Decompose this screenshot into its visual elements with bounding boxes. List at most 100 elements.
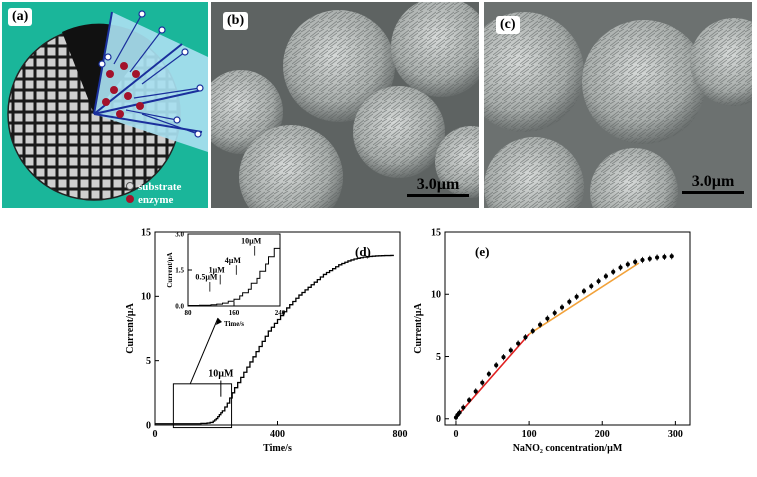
chart-e-point-29 (647, 255, 652, 262)
chart-e-marker-11 (516, 341, 521, 346)
chart-e-point-23 (603, 273, 608, 280)
chart-e-point-19 (574, 293, 579, 300)
chart-d-inset-ytick-label-0: 0.0 (175, 302, 184, 310)
chart-d-series-line (155, 254, 394, 425)
panel-c: (c) 3.0µm (484, 2, 752, 208)
chart-d-xlabel: Time/s (263, 443, 292, 454)
chart-e-ylabel: Current/µA (413, 302, 424, 353)
chart-e-marker-23 (603, 274, 608, 279)
chart-e-point-13 (530, 327, 535, 335)
chart-e-point-31 (662, 253, 667, 261)
chart-e-marker-32 (669, 254, 674, 259)
chart-d-inset-annotation-3: 10µM (241, 237, 262, 246)
chart-e-xtick-label-3: 300 (668, 429, 683, 440)
chart-e-xlabel: NaNO₂ concentration/µM (513, 443, 623, 454)
chart-d-inset-bg (188, 234, 280, 306)
chart-d-xtick-label-2: 800 (393, 429, 408, 440)
chart-d-ytick-label-3: 15 (141, 227, 151, 238)
chart-d-ytick-label-2: 10 (141, 292, 151, 303)
chart-d-inset-xlabel: Time/s (224, 320, 244, 328)
chart-e-ytick-label-0: 0 (436, 414, 441, 425)
chart-d-inset-ylabel: Current/µA (166, 252, 174, 287)
chart-e-xtick-label-0: 0 (453, 429, 458, 440)
chart-e-marker-16 (552, 310, 557, 316)
panel-a-label: (a) (8, 8, 33, 26)
chart-e-ytick-label-3: 15 (431, 227, 441, 238)
chart-e-point-6 (480, 379, 485, 386)
chart-e-marker-27 (633, 259, 638, 264)
sem-image-c (484, 2, 752, 208)
enzyme-markers (102, 62, 144, 118)
chart-e-point-18 (567, 298, 572, 305)
chart-d: 0 400 800 0 5 10 15 Time/s Current/µA (d) 10µM 80 16… (125, 227, 408, 454)
chart-d-ytick-label-1: 5 (146, 356, 151, 367)
panel-b-label: (b) (223, 12, 249, 30)
chart-e-point-12 (523, 334, 528, 341)
chart-d-inset-xtick-label-2: 240 (275, 309, 286, 317)
chart-e-marker-7 (486, 371, 491, 377)
chart-e-point-11 (516, 340, 521, 347)
chart-e-marker-5 (473, 389, 478, 394)
chart-e-point-17 (559, 304, 565, 311)
scale-bar-b: 3.0µm (407, 177, 469, 197)
chart-e-marker-8 (494, 363, 499, 368)
chart-e-point-10 (508, 347, 513, 354)
chart-e-marker-14 (537, 322, 543, 327)
schematic-sphere: substrate enzyme (7, 10, 208, 206)
chart-e-marker-15 (545, 316, 550, 321)
chart-e-point-16 (552, 309, 557, 317)
sem-image-b (211, 2, 479, 208)
chart-d-inset-annotation-0: 0.5µM (195, 273, 218, 282)
chart-e-ytick-label-1: 5 (436, 352, 441, 363)
chart-d-inset-xtick-label-1: 160 (229, 309, 240, 317)
chart-e-marker-18 (567, 299, 572, 304)
chart-e-point-15 (545, 315, 550, 322)
chart-d-pointer-line (189, 317, 219, 385)
legend-substrate: substrate (138, 181, 182, 193)
chart-e-point-7 (486, 370, 491, 378)
chart-e-xtick-label-2: 200 (595, 429, 610, 440)
panel-c-label: (c) (496, 16, 520, 34)
chart-e-marker-25 (618, 265, 623, 270)
chart-d-inset-annotation-2: 4µM (225, 256, 242, 265)
chart-e-marker-13 (530, 328, 535, 334)
chart-e-point-21 (589, 283, 594, 290)
legend-enzyme: enzyme (138, 194, 174, 206)
chart-e-point-3 (461, 404, 466, 411)
scale-bar-c-text: 3.0µm (691, 173, 735, 190)
chart-e-point-32 (669, 253, 674, 260)
chart-e-point-27 (633, 258, 638, 265)
chart-e-marker-28 (640, 257, 645, 263)
chart-e-point-5 (473, 388, 478, 395)
chart-e-marker-21 (589, 284, 594, 289)
chart-e-marker-24 (611, 269, 616, 274)
chart-e-marker-2 (457, 410, 462, 415)
chart-e-marker-9 (501, 355, 506, 360)
chart-d-inset-ytick-label-1: 1.5 (175, 266, 184, 274)
chart-d-zoom-box (172, 383, 233, 429)
chart-e-fit-line-1 (528, 262, 640, 335)
chart-e-point-26 (625, 261, 630, 268)
chart-e-point-14 (537, 321, 543, 328)
scale-bar-b-text: 3.0µm (416, 176, 460, 193)
chart-e: 0 100 200 300 0 5 10 15 NaNO₂ concentration/µM Cu… (413, 227, 691, 454)
chart-e-point-2 (457, 409, 462, 416)
chart-e-point-28 (640, 256, 645, 264)
chart-e-point-24 (611, 268, 616, 275)
chart-d-panel-label: (d) (355, 244, 371, 259)
panel-a: substrate enzyme (a) (2, 2, 208, 208)
enzyme-legend-icon (126, 195, 134, 203)
chart-e-point-20 (581, 288, 587, 295)
chart-d-xtick-label-1: 400 (270, 429, 285, 440)
chart-e-marker-10 (508, 348, 513, 353)
chart-e-frame (444, 231, 691, 426)
chart-e-point-8 (494, 362, 499, 369)
chart-e-marker-12 (523, 335, 528, 340)
chart-d-inset-line (188, 243, 281, 307)
chart-e-fit-line-0 (455, 333, 530, 419)
chart-e-marker-3 (461, 405, 466, 410)
chart-e-point-22 (596, 278, 601, 285)
chart-d-inset: 80 160 240 0.0 1.5 3.0 Time/s Current/µA 0.5µM1µ… (166, 230, 286, 328)
chart-d-inset-xtick-label-0: 80 (185, 309, 193, 317)
chart-e-marker-4 (467, 397, 472, 403)
